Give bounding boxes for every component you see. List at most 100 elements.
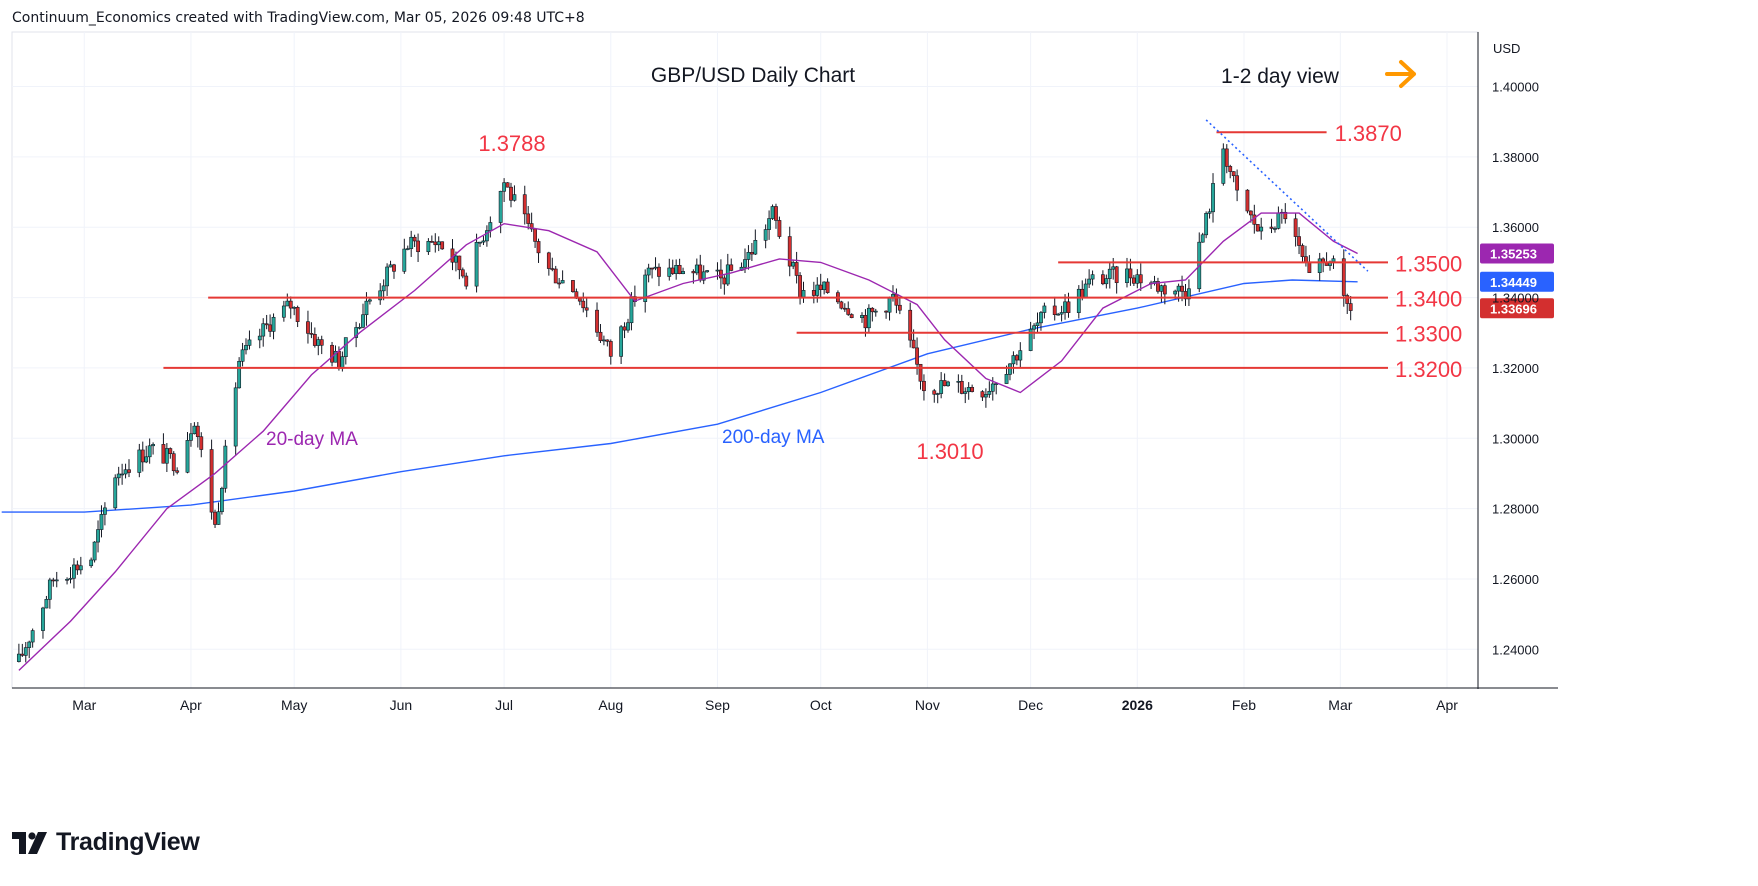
candle-body	[357, 326, 362, 329]
candle-body	[429, 241, 434, 243]
candle-body	[168, 448, 173, 454]
candle-body	[354, 327, 359, 338]
candle-body	[595, 309, 599, 333]
candle-body	[1087, 278, 1092, 285]
candle-body	[312, 334, 317, 346]
candle-body	[1283, 211, 1288, 220]
candle-body	[257, 335, 262, 341]
candle-body	[1008, 363, 1012, 375]
candle-body	[41, 607, 45, 631]
candle-body	[860, 315, 864, 319]
plot-frame	[11, 31, 1479, 689]
x-tick-label: Jul	[495, 697, 513, 713]
candle-body	[460, 269, 465, 277]
candle-body	[1304, 256, 1308, 263]
candle-body	[412, 236, 417, 242]
candle-body	[753, 240, 758, 255]
candle-body	[722, 277, 727, 285]
candle-body	[990, 383, 995, 392]
candle-body	[980, 391, 985, 398]
candle-body	[388, 264, 393, 268]
candle-body	[175, 470, 180, 473]
y-tick-label: 1.30000	[1492, 431, 1539, 446]
level-label: 1.3400	[1395, 287, 1462, 312]
candle-body	[842, 307, 847, 310]
candle-body	[402, 248, 407, 272]
candle-body	[622, 326, 627, 331]
candle-body	[729, 264, 734, 271]
candle-body	[705, 270, 710, 273]
candle-body	[440, 241, 445, 250]
downtrend-line	[1205, 119, 1369, 272]
candle-body	[1331, 258, 1336, 263]
candle-body	[522, 194, 527, 215]
candle-body	[791, 262, 796, 267]
candle-body	[1276, 212, 1281, 229]
candle-body	[1248, 210, 1253, 216]
candle-body	[643, 274, 648, 302]
candle-body	[553, 268, 558, 284]
candle-body	[798, 275, 802, 298]
candle-body	[749, 252, 754, 255]
candle-body	[161, 444, 166, 464]
candle-body	[247, 339, 252, 346]
y-tick-label: 1.40000	[1492, 80, 1539, 95]
candle-body	[481, 240, 486, 243]
candle-body	[767, 218, 771, 230]
candle-body	[1300, 245, 1305, 257]
candle-body	[116, 473, 121, 479]
candle-body	[285, 300, 290, 307]
candle-body	[608, 341, 613, 357]
candle-body	[237, 361, 242, 389]
candle-body	[670, 267, 675, 274]
x-tick-label: Feb	[1232, 697, 1256, 713]
candle-body	[1348, 303, 1353, 311]
candle-body	[546, 252, 551, 269]
x-tick-label: Jun	[390, 697, 413, 713]
candle-body	[1317, 258, 1322, 273]
candle-body	[956, 381, 961, 383]
price-tag	[1480, 243, 1554, 264]
candle-body	[577, 298, 582, 302]
candle-body	[1297, 236, 1301, 246]
view-label: 1-2 day view	[1221, 65, 1340, 88]
candle-body	[694, 264, 699, 274]
x-tick-label: Apr	[1436, 697, 1458, 713]
y-tick-label: 1.32000	[1492, 361, 1539, 376]
candle-body	[935, 393, 940, 395]
candle-body	[650, 267, 654, 270]
candle-body	[364, 300, 369, 316]
candle-body	[44, 599, 49, 609]
candle-body	[777, 220, 782, 237]
candle-body	[392, 264, 396, 272]
candle-body	[763, 229, 768, 241]
candle-body	[306, 321, 310, 334]
candle-body	[340, 356, 345, 369]
candle-body	[192, 425, 197, 435]
candle-body	[478, 241, 482, 244]
candle-body	[584, 307, 589, 311]
candle-body	[216, 511, 221, 525]
candle-body	[1293, 218, 1298, 237]
candle-body	[454, 255, 458, 263]
candle-body	[485, 230, 489, 242]
candle-body	[1028, 328, 1033, 351]
ma20-line	[18, 212, 1358, 671]
candle-body	[1035, 322, 1040, 327]
candle-body	[1042, 305, 1047, 313]
tradingview-logo[interactable]: TradingView	[12, 828, 200, 857]
candle-body	[1004, 374, 1009, 384]
candle-body	[1100, 274, 1105, 285]
candle-body	[185, 440, 190, 473]
currency-label: USD	[1493, 41, 1520, 56]
candle-body	[811, 290, 816, 296]
x-tick-label: Dec	[1018, 697, 1043, 713]
candle-body	[646, 267, 651, 276]
candle-body	[602, 339, 606, 342]
candle-body	[367, 299, 372, 302]
candle-body	[220, 487, 224, 513]
candle-body	[137, 449, 142, 473]
candle-body	[27, 641, 32, 648]
levels: 1.3500 1.3400 1.3300 1.3200 1.3870	[163, 121, 1462, 382]
candle-body	[653, 266, 658, 269]
